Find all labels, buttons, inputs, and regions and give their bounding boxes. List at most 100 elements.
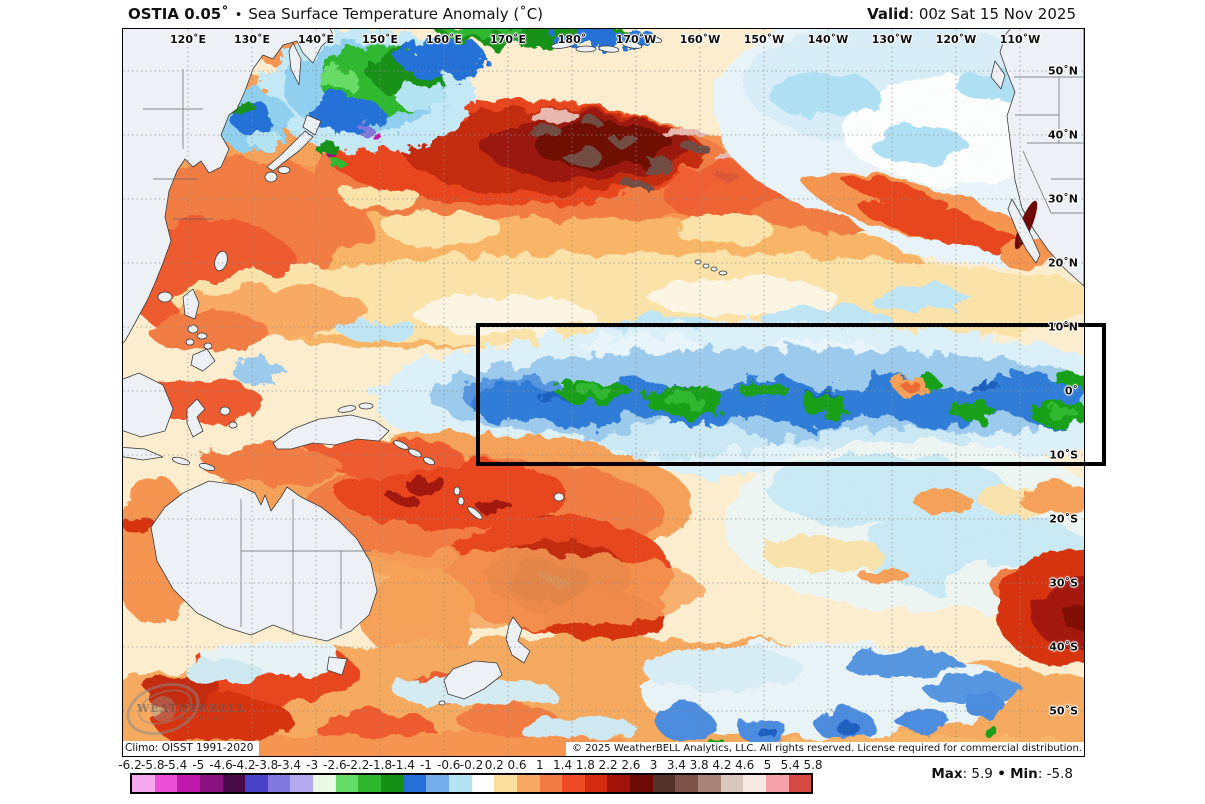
colorbar-tick-label: -4.2	[232, 758, 256, 772]
colorbar-segment	[132, 775, 155, 792]
colorbar-segment	[199, 775, 223, 792]
tasmania-island	[326, 656, 348, 676]
border-layer	[143, 69, 1084, 635]
lat-label: 50˚S	[1049, 704, 1078, 718]
lon-label: 170˚E	[490, 33, 526, 46]
colorbar-tick-label: 4.6	[735, 758, 755, 772]
colorbar-segment	[630, 775, 653, 792]
copyright-note: © 2025 WeatherBELL Analytics, LLC. All r…	[566, 742, 1084, 756]
colorbar-segment	[245, 775, 268, 792]
colorbar-tick-label: 3	[649, 758, 658, 772]
colorbar-tick-label: 5.4	[780, 758, 800, 772]
colorbar-tick-label: 1.8	[575, 758, 595, 772]
valid-label: Valid	[867, 5, 909, 23]
colorbar: -6.2 -5.8 -5.4 -5 -4.6 -4.2 -3.8 -3.4 -3 -2.6 -2.2…	[118, 758, 823, 798]
baja-california-peninsula	[1007, 198, 1041, 264]
java-island	[123, 446, 164, 461]
max-value: : 5.9	[962, 766, 993, 782]
colorbar-segment	[698, 775, 721, 792]
lat-label: 0˚	[1064, 384, 1078, 398]
colorbar-segment	[765, 775, 789, 792]
colorbar-tick-label: 4.2	[712, 758, 732, 772]
colorbar-tick-label: 2.6	[621, 758, 641, 772]
colorbar-tick-label: -5.8	[141, 758, 165, 772]
colorbar-tick-label: 5.8	[803, 758, 823, 772]
colorbar-tick-label: -5	[192, 758, 205, 772]
colorbar-segment	[154, 775, 178, 792]
colorbar-segment	[652, 775, 676, 792]
colorbar-segment	[584, 775, 608, 792]
lon-label: 150˚E	[362, 33, 398, 46]
colorbar-segment	[539, 775, 563, 792]
title-separator: •	[234, 8, 243, 23]
new-zealand-north-island	[505, 616, 531, 664]
lon-label: 130˚E	[234, 33, 270, 46]
luzon-island	[182, 288, 200, 320]
kyushu-island	[264, 171, 278, 183]
hawaiian-islands	[694, 259, 728, 276]
lon-label: 170˚W	[615, 33, 657, 46]
fiji-islands	[553, 492, 565, 502]
lon-label: 140˚W	[807, 33, 849, 46]
vancouver-island	[990, 60, 1006, 90]
colorbar-tick-label: 2.2	[598, 758, 618, 772]
colorbar-segment	[177, 775, 200, 792]
colorbar-segment	[426, 775, 449, 792]
colorbar-tick-label: -0.6	[437, 758, 461, 772]
lat-label: 30˚S	[1049, 576, 1078, 590]
lon-label: 120˚E	[170, 33, 206, 46]
lat-label: 30˚N	[1047, 192, 1078, 206]
lon-label: 140˚E	[298, 33, 334, 46]
valid-value: : 00z Sat 15 Nov 2025	[909, 5, 1076, 23]
max-label: Max	[931, 766, 963, 782]
colorbar-tick-label: -1.8	[368, 758, 393, 772]
asia-landmass	[123, 29, 334, 344]
max-min-stats: Max: 5.9 • Min: -5.8	[931, 766, 1073, 782]
lon-label: 120˚W	[935, 33, 977, 46]
honshu-island	[266, 130, 314, 172]
colorbar-tick-label: 0.2	[484, 758, 504, 772]
lat-label: 10˚S	[1049, 448, 1078, 462]
colorbar-segment	[720, 775, 744, 792]
lat-label: 20˚S	[1049, 512, 1078, 526]
colorbar-tick-label: 0.6	[507, 758, 527, 772]
new-guinea-island	[272, 414, 390, 450]
colorbar-segment	[562, 775, 585, 792]
colorbar-segment	[290, 775, 314, 792]
min-label: Min	[1010, 766, 1038, 782]
colorbar-segment	[381, 775, 404, 792]
colorbar-segment	[335, 775, 359, 792]
climo-note: Climo: OISST 1991-2020	[123, 741, 260, 756]
lon-label: 160˚W	[679, 33, 721, 46]
hainan-island	[157, 291, 173, 303]
colorbar-segment	[267, 775, 291, 792]
colorbar-tick-label: 3.4	[666, 758, 686, 772]
colorbar-segment	[788, 775, 812, 792]
colorbar-segment	[607, 775, 631, 792]
stats-separator: •	[997, 766, 1006, 782]
colorbar-tick-label: -0.2	[459, 758, 484, 772]
colorbar-segment	[222, 775, 246, 792]
shikoku-island	[277, 166, 291, 174]
lon-label: 130˚W	[871, 33, 913, 46]
title-text: Sea Surface Temperature Anomaly (˚C)	[248, 5, 544, 23]
lat-label: 50˚N	[1047, 64, 1078, 78]
colorbar-tick-label: -4.6	[209, 758, 233, 772]
colorbar-tick-label: 1.4	[553, 758, 573, 772]
taiwan-island	[214, 250, 228, 272]
colorbar-tick-label: -3.4	[277, 758, 302, 772]
colorbar-segment	[471, 775, 495, 792]
lon-label: 160˚E	[426, 33, 462, 46]
colorbar-segment	[358, 775, 382, 792]
colorbar-tick-label: 3.8	[689, 758, 709, 772]
colorbar-segment	[448, 775, 472, 792]
lat-label: 10˚N	[1047, 320, 1078, 334]
colorbar-tick-label: -3.8	[254, 758, 279, 772]
colorbar-tick-label: -6.2	[118, 758, 142, 772]
mindanao-island	[190, 348, 216, 372]
product-name: OSTIA 0.05˚	[128, 5, 229, 23]
new-zealand-south-island	[443, 660, 503, 700]
colorbar-segment	[743, 775, 766, 792]
weatherbell-logo-subtext: ANALYTICS LLC	[175, 716, 226, 722]
australia-landmass	[150, 480, 378, 642]
